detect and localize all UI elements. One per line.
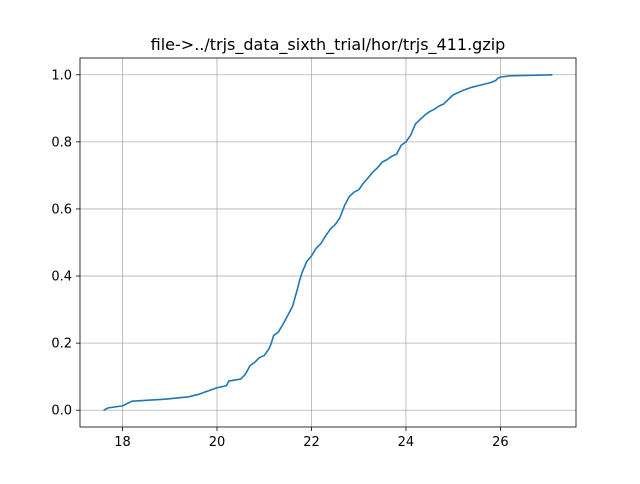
series-line <box>103 73 553 411</box>
tick-layer: 18 20 22 24 26 0.0 0.2 0.4 0.6 0.8 1.0 <box>51 68 508 450</box>
y-tick-label: 0.0 <box>51 404 72 419</box>
axes-layer <box>79 57 577 428</box>
y-tick-label: 1.0 <box>51 68 72 83</box>
x-tick-label: 18 <box>114 435 131 450</box>
line-layer <box>103 73 553 411</box>
y-tick-label: 0.4 <box>51 270 72 285</box>
axes-frame <box>79 57 577 428</box>
x-tick-label: 20 <box>209 435 226 450</box>
x-tick-label: 24 <box>398 435 415 450</box>
y-tick-label: 0.8 <box>51 135 72 150</box>
x-tick-label: 26 <box>492 435 509 450</box>
x-tick-label: 22 <box>303 435 320 450</box>
chart-title: file->../trjs_data_sixth_trial/hor/trjs_… <box>151 35 506 55</box>
y-tick-label: 0.2 <box>51 337 72 352</box>
y-tick-label: 0.6 <box>51 202 72 217</box>
grid-layer <box>80 58 576 427</box>
